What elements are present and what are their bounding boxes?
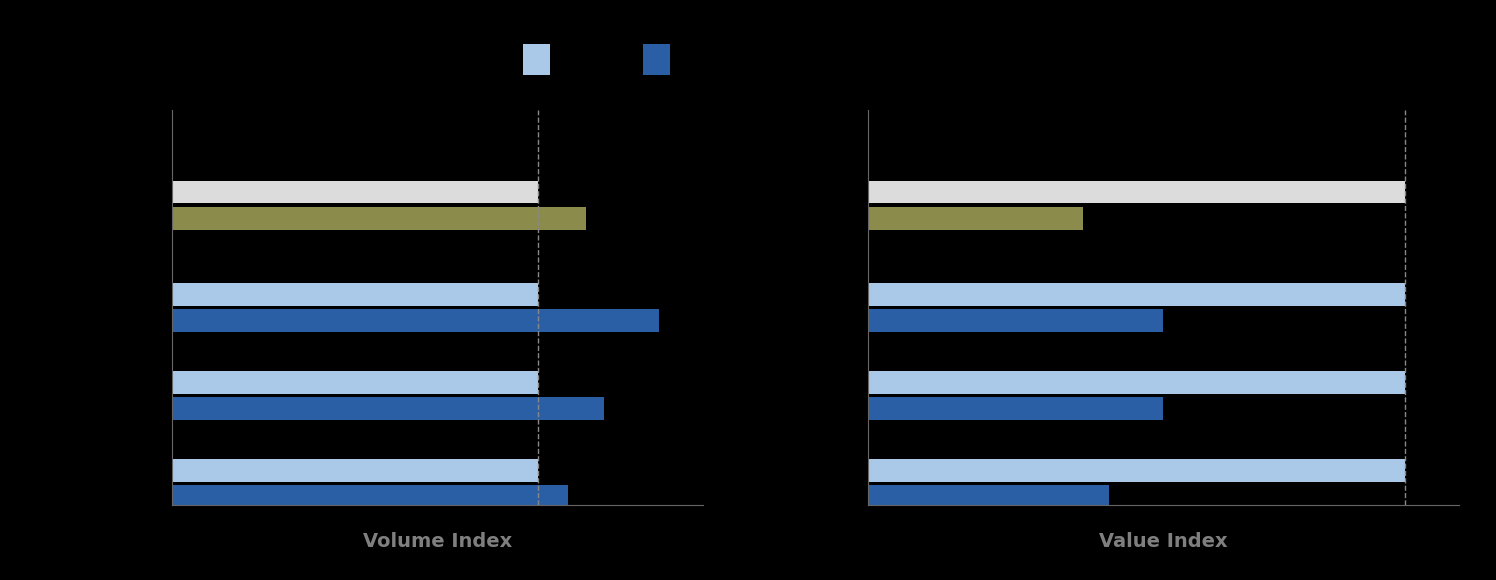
Bar <box>868 371 1405 394</box>
Bar <box>172 207 586 230</box>
Bar <box>172 459 539 481</box>
Bar <box>868 485 1110 508</box>
Bar <box>172 485 567 508</box>
Bar <box>868 207 1083 230</box>
X-axis label: Value Index: Value Index <box>1100 532 1227 552</box>
Bar <box>172 309 660 332</box>
Bar <box>172 283 539 306</box>
Bar <box>868 181 1405 204</box>
Bar <box>868 283 1405 306</box>
Bar <box>868 397 1162 420</box>
Bar <box>868 459 1405 481</box>
Bar <box>172 371 539 394</box>
Bar <box>868 309 1162 332</box>
Bar <box>172 181 539 204</box>
X-axis label: Volume Index: Volume Index <box>364 532 512 552</box>
Bar <box>172 397 604 420</box>
